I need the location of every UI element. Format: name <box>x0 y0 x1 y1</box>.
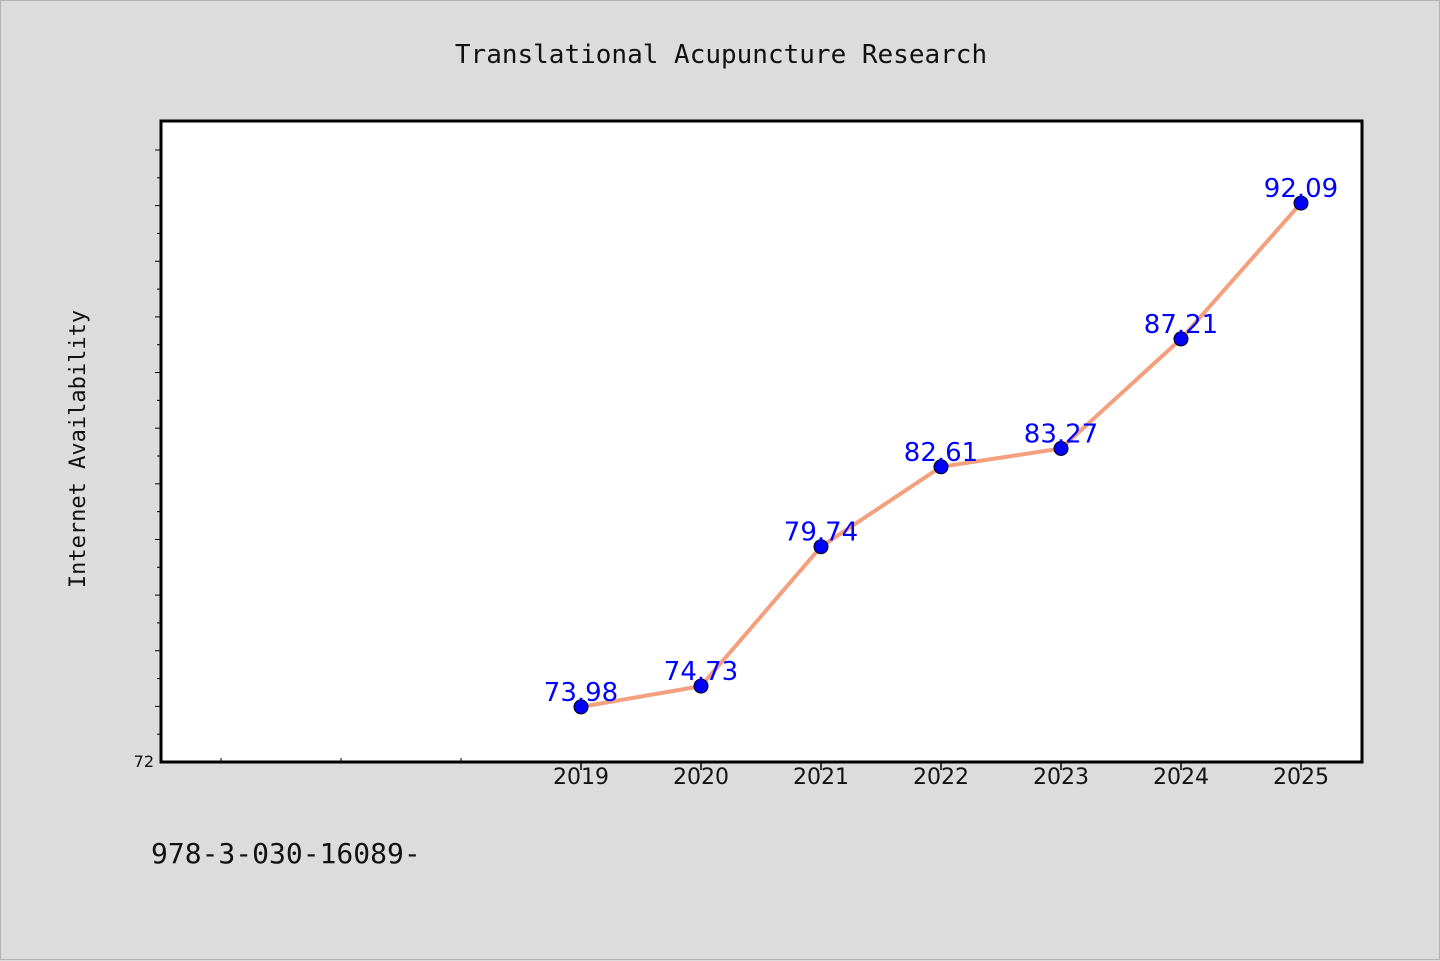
data-point <box>1173 331 1189 347</box>
data-label: 92.09 <box>1264 174 1338 204</box>
data-point <box>1293 195 1309 211</box>
x-tick-label: 2022 <box>913 765 969 790</box>
x-axis-ticks <box>220 758 1302 770</box>
y-axis-ticks <box>155 149 161 735</box>
x-tick-label: 2025 <box>1273 765 1329 790</box>
x-tick-label: 2020 <box>673 765 729 790</box>
footer-code: 978-3-030-16089- <box>151 837 421 870</box>
chart-title: Translational Acupuncture Research <box>455 40 987 70</box>
y-axis-label: Internet Availability <box>66 310 91 588</box>
data-label: 82.61 <box>904 438 978 468</box>
x-tick-label: 2024 <box>1153 765 1209 790</box>
data-label: 83.27 <box>1024 420 1098 450</box>
x-tick-label: 2019 <box>553 765 609 790</box>
x-tick-label: 2021 <box>793 765 849 790</box>
data-point <box>813 539 829 555</box>
data-label: 79.74 <box>784 518 858 548</box>
plot-area <box>159 119 1364 764</box>
data-labels: 73.98 74.73 79.74 82.61 83.27 87.21 92.09 <box>544 174 1338 708</box>
y-tick-label-min: 72 <box>134 752 154 771</box>
x-tick-label: 2023 <box>1033 765 1089 790</box>
data-label: 74.73 <box>664 657 738 687</box>
data-point <box>573 699 589 715</box>
data-point <box>693 678 709 694</box>
data-markers <box>573 195 1309 715</box>
data-point <box>1053 441 1069 456</box>
data-label: 87.21 <box>1144 310 1218 340</box>
data-label: 73.98 <box>544 678 618 708</box>
data-point <box>933 459 949 475</box>
x-axis-tick-labels: 2019 2020 2021 2022 2023 2024 2025 <box>553 765 1329 790</box>
